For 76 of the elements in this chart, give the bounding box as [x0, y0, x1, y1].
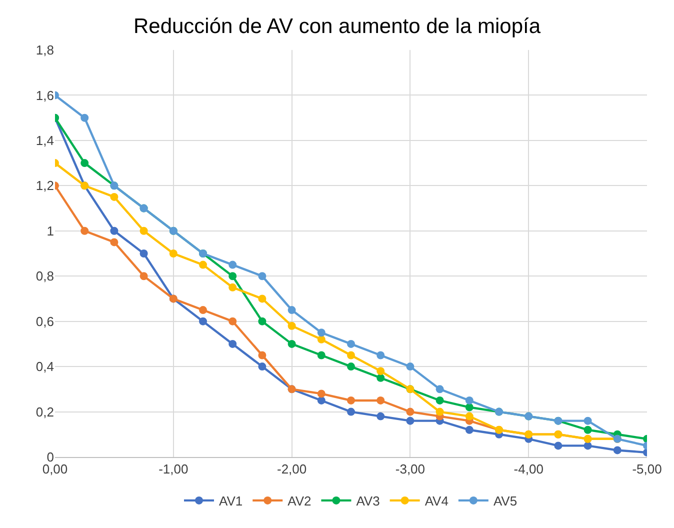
- point: [347, 351, 355, 360]
- point: [347, 408, 355, 416]
- point: [228, 317, 237, 326]
- x-tick-label: -3,00: [395, 462, 426, 477]
- point: [436, 396, 444, 404]
- x-tick-label: -4,00: [514, 462, 544, 477]
- point: [465, 412, 474, 420]
- point: [228, 272, 237, 280]
- y-tick-label: 1: [46, 223, 54, 238]
- point: [258, 351, 266, 360]
- x-tick-label: -1,00: [158, 462, 188, 477]
- point: [376, 374, 385, 382]
- point: [317, 351, 326, 360]
- point: [228, 283, 237, 292]
- point: [317, 328, 326, 337]
- point: [140, 226, 148, 235]
- point: [376, 396, 385, 404]
- point: [199, 306, 207, 314]
- x-tick-label: -2,00: [276, 462, 307, 477]
- point: [406, 416, 414, 425]
- legend-label: AV5: [493, 494, 518, 509]
- point: [613, 446, 622, 454]
- point: [80, 226, 89, 235]
- point: [140, 272, 148, 280]
- legend-label: AV2: [288, 494, 312, 509]
- point: [110, 192, 118, 201]
- point: [288, 340, 296, 348]
- point: [228, 260, 237, 269]
- point: [436, 408, 444, 416]
- point: [169, 250, 178, 258]
- point: [347, 362, 355, 371]
- y-tick-label: 1,2: [36, 178, 54, 194]
- point: [376, 367, 385, 376]
- point: [376, 412, 385, 420]
- y-tick-label: 0,2: [36, 404, 54, 420]
- point: [258, 294, 266, 303]
- point: [80, 159, 89, 168]
- point: [376, 351, 385, 360]
- point: [406, 362, 414, 371]
- legend-label: AV3: [356, 494, 380, 509]
- y-tick-label: 1,6: [36, 88, 54, 103]
- y-tick-label: 1,8: [36, 42, 54, 58]
- point: [288, 322, 296, 330]
- y-tick-label: 0,8: [36, 268, 54, 284]
- point: [140, 250, 148, 258]
- legend-label: AV4: [424, 494, 448, 509]
- point: [80, 114, 89, 122]
- point: [258, 272, 266, 280]
- point: [258, 317, 266, 326]
- point: [554, 442, 562, 450]
- y-tick-label: 1,4: [36, 132, 54, 148]
- point: [199, 317, 207, 326]
- point: [317, 335, 326, 344]
- y-tick-label: 0,4: [36, 359, 54, 374]
- point: [347, 340, 355, 348]
- point: [436, 385, 444, 394]
- point: [228, 340, 237, 348]
- y-tick-label: 0,6: [36, 314, 54, 329]
- point: [110, 238, 118, 246]
- x-tick-label: -5,00: [632, 462, 662, 477]
- point: [465, 396, 474, 404]
- point: [288, 306, 296, 314]
- point: [584, 442, 592, 450]
- point: [258, 362, 266, 371]
- point: [199, 260, 207, 269]
- point: [584, 416, 592, 425]
- chart-title: Reducción de AV con aumento de la miopía: [133, 15, 541, 38]
- point: [317, 390, 326, 398]
- point: [317, 396, 326, 404]
- point: [584, 426, 592, 434]
- point: [465, 426, 474, 434]
- point: [465, 403, 474, 412]
- legend-label: AV1: [219, 494, 243, 509]
- point: [406, 408, 414, 416]
- point: [347, 396, 355, 404]
- point: [110, 226, 118, 235]
